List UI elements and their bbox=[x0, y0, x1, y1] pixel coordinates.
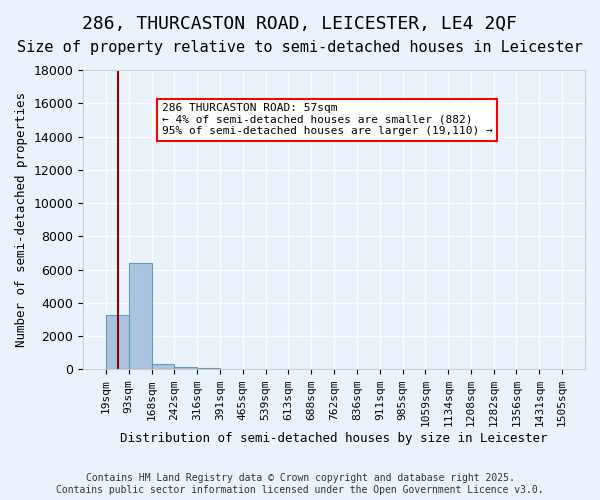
Bar bbox=[197, 368, 220, 370]
Text: Size of property relative to semi-detached houses in Leicester: Size of property relative to semi-detach… bbox=[17, 40, 583, 55]
Bar bbox=[128, 263, 152, 370]
Bar bbox=[220, 368, 243, 370]
Text: Contains HM Land Registry data © Crown copyright and database right 2025.
Contai: Contains HM Land Registry data © Crown c… bbox=[56, 474, 544, 495]
Text: 286, THURCASTON ROAD, LEICESTER, LE4 2QF: 286, THURCASTON ROAD, LEICESTER, LE4 2QF bbox=[83, 15, 517, 33]
Y-axis label: Number of semi-detached properties: Number of semi-detached properties bbox=[15, 92, 28, 347]
Text: 286 THURCASTON ROAD: 57sqm
← 4% of semi-detached houses are smaller (882)
95% of: 286 THURCASTON ROAD: 57sqm ← 4% of semi-… bbox=[161, 104, 492, 136]
Bar bbox=[175, 367, 197, 370]
Bar bbox=[106, 314, 128, 370]
X-axis label: Distribution of semi-detached houses by size in Leicester: Distribution of semi-detached houses by … bbox=[121, 432, 548, 445]
Bar bbox=[152, 364, 175, 370]
